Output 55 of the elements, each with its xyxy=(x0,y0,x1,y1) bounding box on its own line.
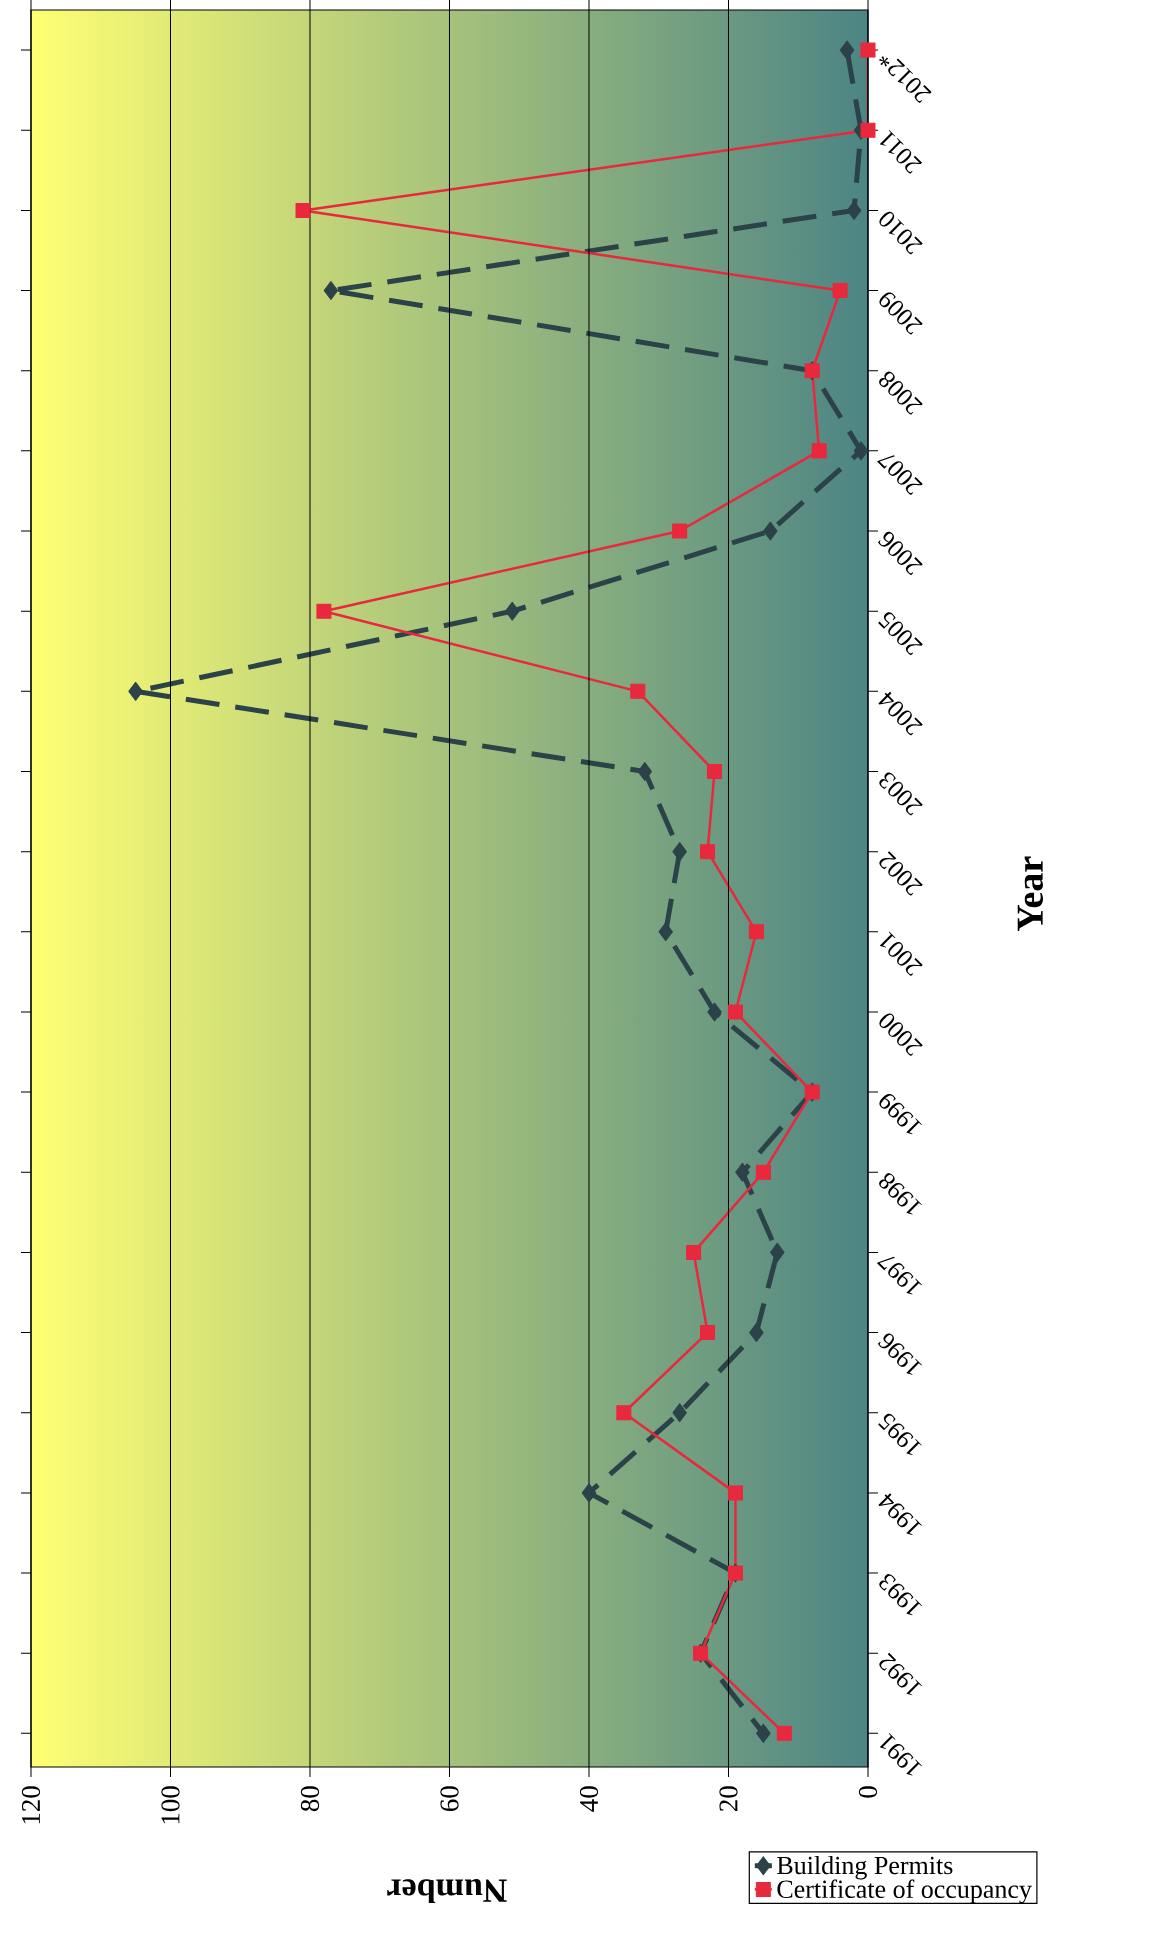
point xyxy=(637,761,653,781)
point xyxy=(672,523,688,539)
x-tick-label: 20 xyxy=(719,1786,738,1812)
legend-label: Building Permits xyxy=(777,1855,953,1880)
x-axis-title: Number xyxy=(387,1879,507,1904)
y-tick-label: 1998 xyxy=(879,1173,922,1215)
point xyxy=(860,122,876,138)
y-tick-label: 1997 xyxy=(877,1256,922,1295)
x-tick-label: 60 xyxy=(440,1786,459,1812)
point xyxy=(295,202,311,218)
point xyxy=(727,1004,743,1020)
y-axis-title: Year xyxy=(1017,856,1043,932)
point xyxy=(853,441,869,461)
y-tick-label: 1992 xyxy=(879,1652,922,1696)
point xyxy=(846,200,862,220)
point xyxy=(581,1483,597,1503)
point xyxy=(776,1725,792,1741)
y-tick-label: 1995 xyxy=(878,1413,922,1455)
y-tick-label: 1993 xyxy=(879,1574,922,1616)
point xyxy=(839,40,855,60)
point xyxy=(770,1242,785,1262)
point xyxy=(658,922,673,942)
point xyxy=(700,1325,716,1341)
legend-label: Certificate of occupancy xyxy=(777,1879,1032,1904)
y-tick-label: 1999 xyxy=(879,1093,922,1135)
point xyxy=(832,283,848,299)
x-tick-label: 100 xyxy=(161,1786,180,1824)
point xyxy=(630,683,646,699)
point xyxy=(811,443,827,459)
point xyxy=(505,601,520,621)
point xyxy=(756,1723,771,1743)
x-tick-label: 120 xyxy=(21,1786,41,1824)
x-tick-label: 0 xyxy=(858,1786,878,1798)
point xyxy=(755,1164,771,1180)
point xyxy=(686,1244,702,1260)
point xyxy=(763,521,778,541)
point xyxy=(707,1002,722,1022)
point xyxy=(316,603,332,619)
point xyxy=(735,1162,750,1182)
point xyxy=(860,42,876,58)
point xyxy=(727,1485,743,1501)
point xyxy=(672,842,687,862)
point xyxy=(616,1405,632,1421)
y-tick-label: 1996 xyxy=(877,1333,922,1375)
point xyxy=(672,1403,687,1423)
x-tick-label: 80 xyxy=(300,1786,320,1812)
point xyxy=(700,844,716,860)
y-tick-label: 2007 xyxy=(877,455,923,495)
point xyxy=(749,1323,764,1343)
point xyxy=(323,281,339,301)
x-tick-label: 40 xyxy=(579,1786,599,1812)
point xyxy=(128,681,143,701)
point xyxy=(748,924,764,940)
y-tick-label: 1994 xyxy=(878,1493,922,1536)
point xyxy=(707,763,723,779)
